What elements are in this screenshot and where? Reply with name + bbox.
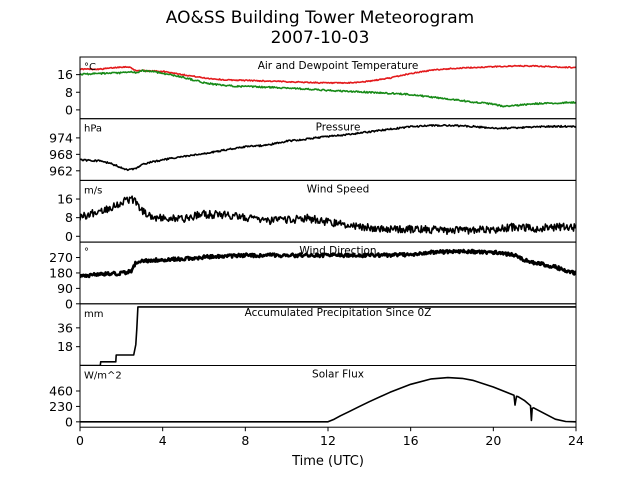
y-tick-label: 18: [57, 339, 73, 354]
y-tick-label: 36: [57, 320, 73, 335]
y-tick-label: 0: [65, 296, 73, 311]
unit-label: °C: [84, 62, 96, 73]
x-tick-label: 8: [241, 433, 249, 448]
x-axis-label: Time (UTC): [291, 454, 364, 469]
y-tick-label: 968: [49, 147, 73, 162]
panel-title: Pressure: [316, 122, 361, 134]
y-tick-label: 0: [65, 102, 73, 117]
unit-label: W/m^2: [84, 371, 122, 382]
y-tick-label: 270: [49, 250, 73, 265]
x-tick-label: 24: [568, 433, 584, 448]
unit-label: mm: [84, 309, 103, 320]
y-tick-label: 974: [49, 130, 73, 145]
panel-2: 0 8 16 m/s Wind Speed: [57, 179, 577, 244]
panel-title: Solar Flux: [312, 369, 364, 381]
y-tick-label: 8: [65, 85, 73, 100]
y-tick-label: 90: [57, 281, 73, 296]
y-tick-label: 460: [49, 383, 73, 398]
y-tick-label: 8: [65, 210, 73, 225]
panel-title: Wind Speed: [307, 183, 370, 195]
y-tick-label: 0: [65, 414, 73, 429]
series-line-0-1: [80, 69, 576, 108]
series-line-4-0: [80, 306, 576, 366]
unit-label: m/s: [84, 185, 102, 196]
y-tick-label: 962: [49, 163, 73, 178]
y-tick-label: 180: [49, 265, 73, 280]
series-line-1-0: [80, 124, 576, 172]
y-tick-label: 0: [65, 229, 73, 244]
x-tick-label: 12: [320, 433, 336, 448]
y-tick-label: 16: [57, 192, 73, 207]
series-line-3-0: [80, 248, 576, 279]
panel-title: Accumulated Precipitation Since 0Z: [245, 307, 432, 319]
unit-label: °: [84, 247, 89, 258]
series-line-0-0: [80, 64, 576, 85]
panel-4: 18 36 mm Accumulated Precipitation Since 0Z: [57, 303, 577, 366]
y-tick-label: 16: [57, 67, 73, 82]
y-tick-label: 230: [49, 399, 73, 414]
x-tick-label: 20: [485, 433, 501, 448]
chart-subtitle: 2007-10-03: [270, 28, 370, 48]
unit-label: hPa: [84, 124, 102, 135]
x-tick-label: 4: [159, 433, 167, 448]
x-tick-label: 0: [76, 433, 84, 448]
chart-title: AO&SS Building Tower Meteorogram: [165, 8, 475, 28]
panel-title: Air and Dewpoint Temperature: [258, 60, 419, 72]
series-line-5-0: [80, 376, 576, 423]
series-line-2-0: [80, 195, 576, 235]
panel-0: 0 8 16 °C Air and Dewpoint Temperature: [57, 56, 577, 120]
panel-title: Wind Direction: [299, 245, 376, 257]
x-tick-label: 16: [403, 433, 419, 448]
